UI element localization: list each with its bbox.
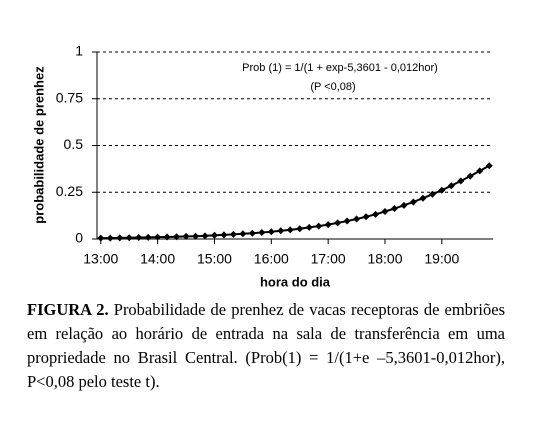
data-point	[353, 215, 361, 223]
data-point	[419, 194, 427, 202]
caption-text: Probabilidade de prenhez de vacas recept…	[27, 300, 505, 391]
y-tick-label: 0.25	[56, 183, 83, 199]
data-point	[447, 182, 455, 190]
annotation: Prob (1) = 1/(1 + exp-5,3601 - 0,012hor)	[242, 62, 438, 74]
x-tick-label: 16:00	[254, 251, 289, 267]
x-tick-label: 18:00	[367, 251, 402, 267]
data-point	[400, 201, 408, 209]
data-point	[144, 233, 152, 241]
data-point	[154, 233, 162, 241]
annotation: (P <0,08)	[310, 81, 355, 93]
y-tick-label: 0	[75, 230, 83, 246]
y-tick-label: 0.75	[56, 89, 83, 105]
data-point	[135, 234, 143, 242]
data-point	[409, 198, 417, 206]
data-point	[220, 231, 228, 239]
data-point	[277, 227, 285, 235]
x-tick-label: 19:00	[424, 251, 459, 267]
y-axis-title: probabilidade de prenhez	[31, 66, 46, 224]
x-tick-label: 15:00	[197, 251, 232, 267]
chart: probabilidade de prenhez hora do dia Pro…	[31, 43, 493, 289]
data-point	[324, 221, 332, 229]
data-point	[258, 228, 266, 236]
data-point	[381, 208, 389, 216]
y-tick-label: 1	[75, 43, 83, 59]
x-tick-label: 17:00	[311, 251, 346, 267]
data-point	[201, 232, 209, 240]
data-point	[163, 233, 171, 241]
x-axis-title: hora do dia	[260, 274, 331, 289]
data-point	[362, 213, 370, 221]
data-point	[97, 234, 105, 242]
figure-caption: FIGURA 2. Probabilidade de prenhez de va…	[27, 298, 505, 394]
data-point	[106, 234, 114, 242]
data-point	[125, 234, 133, 242]
data-point	[485, 162, 493, 170]
data-point	[428, 190, 436, 198]
data-point	[229, 230, 237, 238]
data-point	[438, 186, 446, 194]
data-point	[334, 219, 342, 227]
data-point	[116, 234, 124, 242]
data-point	[343, 217, 351, 225]
data-point	[305, 223, 313, 231]
data-point	[457, 177, 465, 185]
data-point	[315, 222, 323, 230]
data-point	[182, 232, 190, 240]
data-point	[267, 228, 275, 236]
data-point	[173, 233, 181, 241]
data-point	[296, 225, 304, 233]
x-tick-label: 13:00	[83, 251, 118, 267]
data-point	[286, 226, 294, 234]
data-point	[248, 229, 256, 237]
data-point	[192, 232, 200, 240]
data-point	[210, 231, 218, 239]
caption-label: FIGURA 2.	[27, 300, 109, 319]
data-point	[372, 210, 380, 218]
x-tick-label: 14:00	[140, 251, 175, 267]
data-point	[239, 230, 247, 238]
data-point	[466, 172, 474, 180]
data-point	[476, 167, 484, 175]
y-tick-label: 0.5	[64, 136, 84, 152]
data-line	[100, 164, 490, 240]
data-point	[390, 205, 398, 213]
